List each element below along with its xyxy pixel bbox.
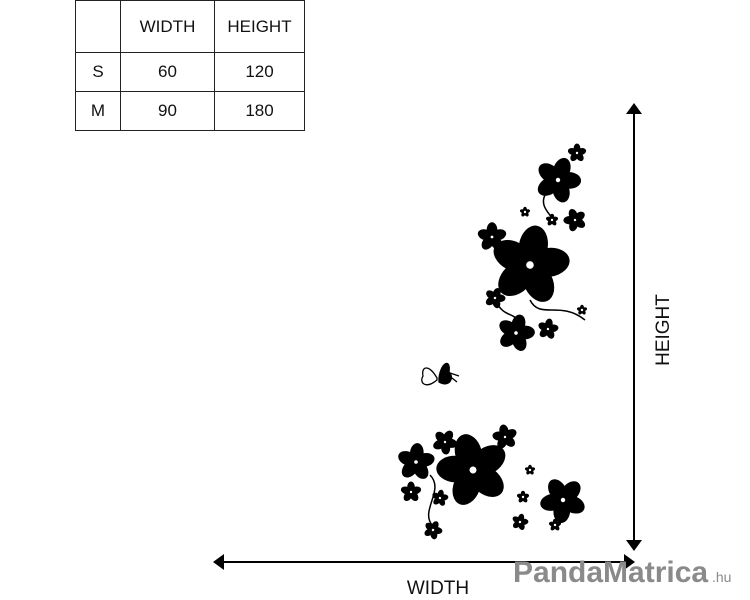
flower-center bbox=[526, 261, 534, 269]
flower bbox=[499, 314, 535, 351]
wing bbox=[421, 367, 438, 386]
flower bbox=[432, 489, 449, 506]
petal bbox=[492, 431, 506, 441]
watermark-brand: PandaMatrica bbox=[513, 556, 708, 589]
flower bbox=[519, 206, 531, 217]
flower bbox=[398, 443, 435, 479]
size-cell: S bbox=[75, 52, 121, 92]
height-label: HEIGHT bbox=[653, 294, 674, 366]
petal bbox=[516, 493, 524, 499]
petal bbox=[493, 239, 533, 273]
petal bbox=[425, 522, 435, 532]
height-arrow bbox=[626, 103, 642, 551]
height-cell: 180 bbox=[214, 91, 305, 131]
wing bbox=[438, 362, 453, 385]
watermark-suffix: .hu bbox=[712, 569, 731, 585]
antenna bbox=[446, 371, 460, 383]
petal bbox=[567, 148, 578, 156]
flower-center bbox=[490, 235, 494, 239]
flower-center bbox=[560, 497, 566, 503]
arrow-head bbox=[626, 103, 642, 114]
butterfly bbox=[421, 362, 460, 386]
flower-center bbox=[546, 327, 550, 331]
flower bbox=[512, 513, 529, 530]
petal bbox=[545, 216, 553, 222]
corner-cell bbox=[75, 0, 121, 53]
petal bbox=[548, 521, 556, 527]
flower-center bbox=[414, 460, 418, 464]
flower bbox=[400, 481, 422, 502]
flower-center bbox=[469, 466, 477, 474]
flower bbox=[576, 304, 588, 315]
petal bbox=[540, 493, 565, 511]
arrow-head bbox=[213, 554, 224, 570]
flower-center bbox=[528, 468, 532, 472]
flower bbox=[424, 521, 443, 540]
petal bbox=[435, 431, 447, 444]
flower-center bbox=[503, 435, 507, 439]
petal bbox=[477, 229, 493, 241]
flower-center bbox=[514, 331, 518, 335]
flower-center bbox=[493, 296, 497, 300]
flower-center bbox=[431, 528, 435, 532]
stem bbox=[427, 474, 436, 526]
flower bbox=[436, 434, 506, 505]
flower-center bbox=[443, 440, 447, 444]
flower bbox=[540, 479, 585, 524]
flowers bbox=[398, 143, 588, 540]
flower bbox=[492, 424, 517, 449]
petal bbox=[400, 486, 412, 495]
petal bbox=[538, 322, 549, 331]
flower bbox=[567, 143, 587, 162]
petal bbox=[538, 163, 561, 184]
petal bbox=[512, 516, 521, 524]
size-row: M 90 180 bbox=[75, 91, 305, 131]
petal bbox=[486, 290, 496, 300]
petal bbox=[432, 492, 441, 500]
flower bbox=[485, 287, 506, 309]
flower bbox=[548, 518, 562, 531]
petal bbox=[499, 320, 518, 336]
flower bbox=[545, 213, 559, 226]
flower-center bbox=[523, 210, 527, 214]
flower-center bbox=[555, 177, 561, 183]
height-cell: 120 bbox=[214, 52, 305, 92]
flower bbox=[516, 490, 530, 503]
size-table: WIDTH HEIGHT S 60 120 M 90 180 bbox=[75, 0, 305, 131]
flower-center bbox=[438, 496, 442, 500]
flower bbox=[433, 430, 458, 455]
width-cell: 90 bbox=[120, 91, 215, 131]
flower-center bbox=[518, 520, 522, 524]
petal bbox=[398, 451, 418, 466]
petal bbox=[563, 216, 576, 225]
arrow-head bbox=[626, 540, 642, 551]
stem bbox=[529, 299, 586, 321]
arrow-head bbox=[624, 554, 635, 570]
flower bbox=[563, 208, 586, 232]
flower bbox=[493, 225, 570, 302]
flower-center bbox=[553, 523, 557, 527]
flower-center bbox=[550, 218, 554, 222]
flower-center bbox=[580, 308, 584, 312]
flower-center bbox=[575, 151, 579, 155]
flower-center bbox=[573, 218, 577, 222]
width-label: WIDTH bbox=[407, 578, 469, 599]
width-arrow bbox=[213, 554, 635, 570]
flower bbox=[524, 464, 536, 475]
flower-center bbox=[521, 495, 525, 499]
flower-center bbox=[409, 490, 413, 494]
flower bbox=[538, 318, 559, 339]
flower bbox=[477, 222, 507, 250]
flower bbox=[537, 157, 582, 203]
petal bbox=[436, 455, 475, 483]
